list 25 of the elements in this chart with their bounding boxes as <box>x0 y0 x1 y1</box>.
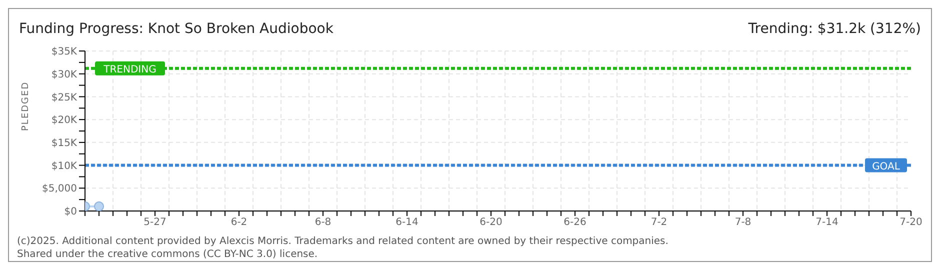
y-tick-label: $0 <box>64 206 77 218</box>
y-tick-label: $15K <box>51 138 78 149</box>
y-tick-label: $30K <box>51 69 78 80</box>
text: Shared under the creative commons (CC BY-NC 3.0) license. <box>17 248 319 261</box>
ref-line-label: TRENDING <box>102 64 156 76</box>
y-tick-label: $5,000 <box>42 184 77 195</box>
y-tick-label: $35K <box>51 46 78 58</box>
x-tick-label: 6-2 <box>230 217 248 228</box>
ref-line-label: GOAL <box>872 161 900 172</box>
y-tick-label: $25K <box>51 92 78 104</box>
y-axis-title: PLEDGED <box>21 81 32 131</box>
x-tick-label: 7-20 <box>900 217 922 228</box>
chart-subtitle: Trending: $31.2k (312%) <box>748 21 921 37</box>
x-tick-label: 6-14 <box>396 217 418 228</box>
x-tick-label: 6-26 <box>564 217 586 228</box>
y-tick-label: $20K <box>51 115 78 126</box>
x-tick-label: 6-20 <box>480 217 502 228</box>
x-tick-label: 7-2 <box>650 217 668 228</box>
x-tick-label: 7-8 <box>734 217 752 228</box>
x-tick-label: 5-27 <box>144 217 166 228</box>
text: (c)2025. Additional content provided by Alexcis Morris. Trademarks and related content are owned by their respective companies. <box>17 235 668 248</box>
chart-title: Funding Progress: Knot So Broken Audiobook <box>19 21 334 37</box>
x-tick-label: 6-8 <box>314 217 332 228</box>
x-tick-label: 7-14 <box>816 217 838 228</box>
y-tick-label: $10K <box>51 160 78 172</box>
